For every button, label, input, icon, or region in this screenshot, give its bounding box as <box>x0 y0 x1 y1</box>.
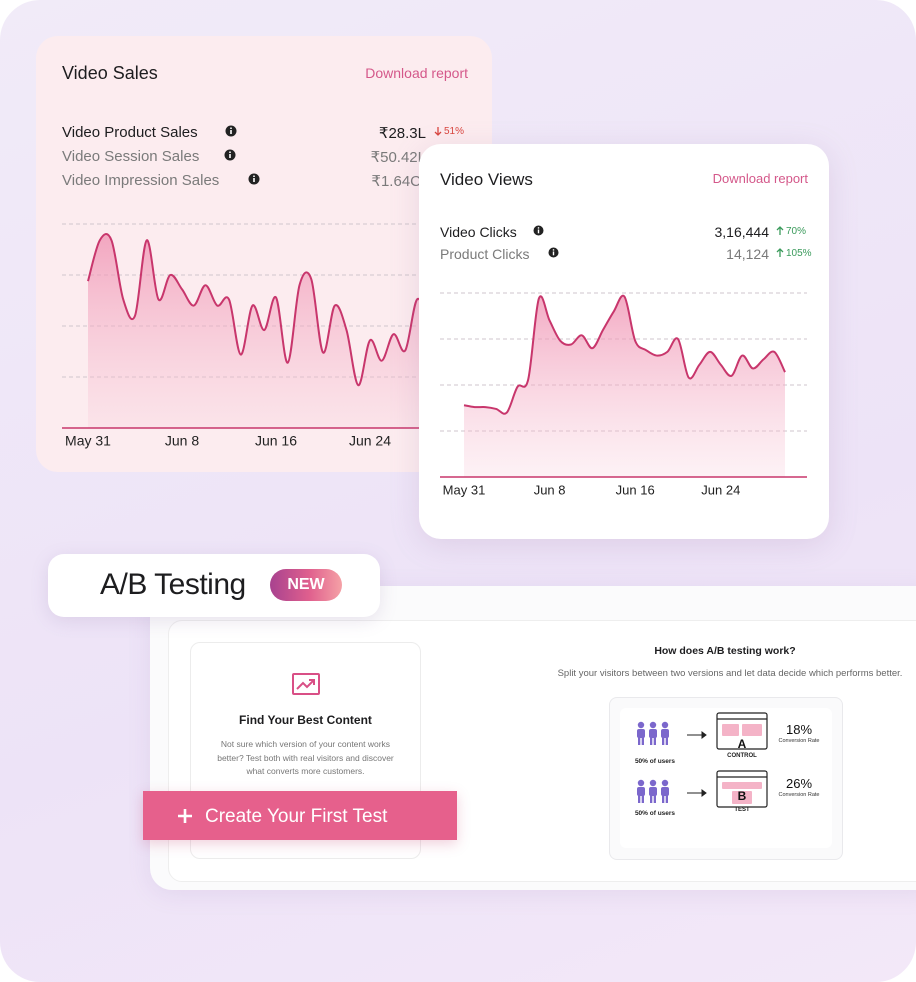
ab-title-pill: A/B Testing NEW <box>48 554 380 617</box>
box-title: Find Your Best Content <box>239 713 372 727</box>
x-tick-label: Jun 16 <box>255 433 297 449</box>
how-text: Split your visitors between two versions… <box>557 668 903 679</box>
users-label: 50% of users <box>634 758 676 765</box>
info-icon <box>548 247 559 258</box>
download-link[interactable]: Download report <box>712 171 808 186</box>
metric-label: Video Session Sales <box>62 148 200 165</box>
x-tick-label: Jun 16 <box>616 482 655 497</box>
users-label: 50% of users <box>634 810 676 817</box>
up-arrow <box>776 226 784 235</box>
variant-name: TEST <box>734 807 750 813</box>
diagram-graphic <box>637 712 768 808</box>
download-link[interactable]: Download report <box>365 65 468 81</box>
info-icon <box>533 225 544 236</box>
card-title: Video Views <box>440 170 533 189</box>
metric-label: Video Clicks <box>440 224 517 240</box>
metric-value: 14,124 <box>726 246 769 262</box>
ab-title: A/B Testing <box>100 568 246 601</box>
x-tick-label: May 31 <box>443 482 486 497</box>
metric-label: Video Product Sales <box>62 124 198 141</box>
metric-value: ₹1.64Cr <box>371 173 426 190</box>
chart-icon <box>292 673 320 695</box>
variant-name: CONTROL <box>727 753 757 759</box>
rate: 26% <box>785 776 813 791</box>
line <box>463 294 786 415</box>
x-tick-label: Jun 8 <box>165 433 199 449</box>
diagram: 50% of users 50% of users A CONTROL B TE… <box>609 697 843 860</box>
metric-label: Product Clicks <box>440 246 530 262</box>
x-tick-label: May 31 <box>65 433 111 449</box>
metric-label: Video Impression Sales <box>62 172 220 189</box>
metric-value: ₹28.3L <box>378 125 426 142</box>
info-icon <box>225 125 237 137</box>
x-tick-label: Jun 24 <box>349 433 391 449</box>
metric-value: ₹50.42L <box>370 149 426 166</box>
variant-letter: A <box>737 737 747 751</box>
button-label: Create Your First Test <box>205 806 388 827</box>
create-test-button[interactable]: Create Your First Test <box>143 791 457 840</box>
rate-label: Conversion Rate <box>778 792 820 798</box>
info-icon <box>248 173 260 185</box>
metric-value: 3,16,444 <box>714 224 770 240</box>
metric-change: 70% <box>786 226 807 237</box>
views-chart: May 31 Jun 8 Jun 16 Jun 24 <box>440 292 807 497</box>
rate-label: Conversion Rate <box>778 738 820 744</box>
area <box>464 295 785 477</box>
plus-icon <box>178 809 192 823</box>
video-sales-card: Video Sales Download report Video Produc… <box>36 36 492 472</box>
down-arrow <box>434 127 442 136</box>
video-views-card: Video Views Download report Video Clicks… <box>419 144 829 539</box>
box-text: Not sure which version of your content w… <box>217 739 394 776</box>
card-title: Video Sales <box>62 63 158 83</box>
x-tick-label: Jun 24 <box>701 482 740 497</box>
ab-panel: Find Your Best Content Not sure which ve… <box>150 586 916 890</box>
how-title: How does A/B testing work? <box>654 645 796 657</box>
x-tick-label: Jun 8 <box>534 482 566 497</box>
variant-letter: B <box>737 789 747 803</box>
rate: 18% <box>785 722 813 737</box>
up-arrow <box>776 248 784 257</box>
metric-change: 51% <box>444 126 465 137</box>
metric-change: 105% <box>786 248 812 259</box>
line <box>87 233 442 387</box>
info-icon <box>224 149 236 161</box>
new-badge: NEW <box>270 569 342 601</box>
